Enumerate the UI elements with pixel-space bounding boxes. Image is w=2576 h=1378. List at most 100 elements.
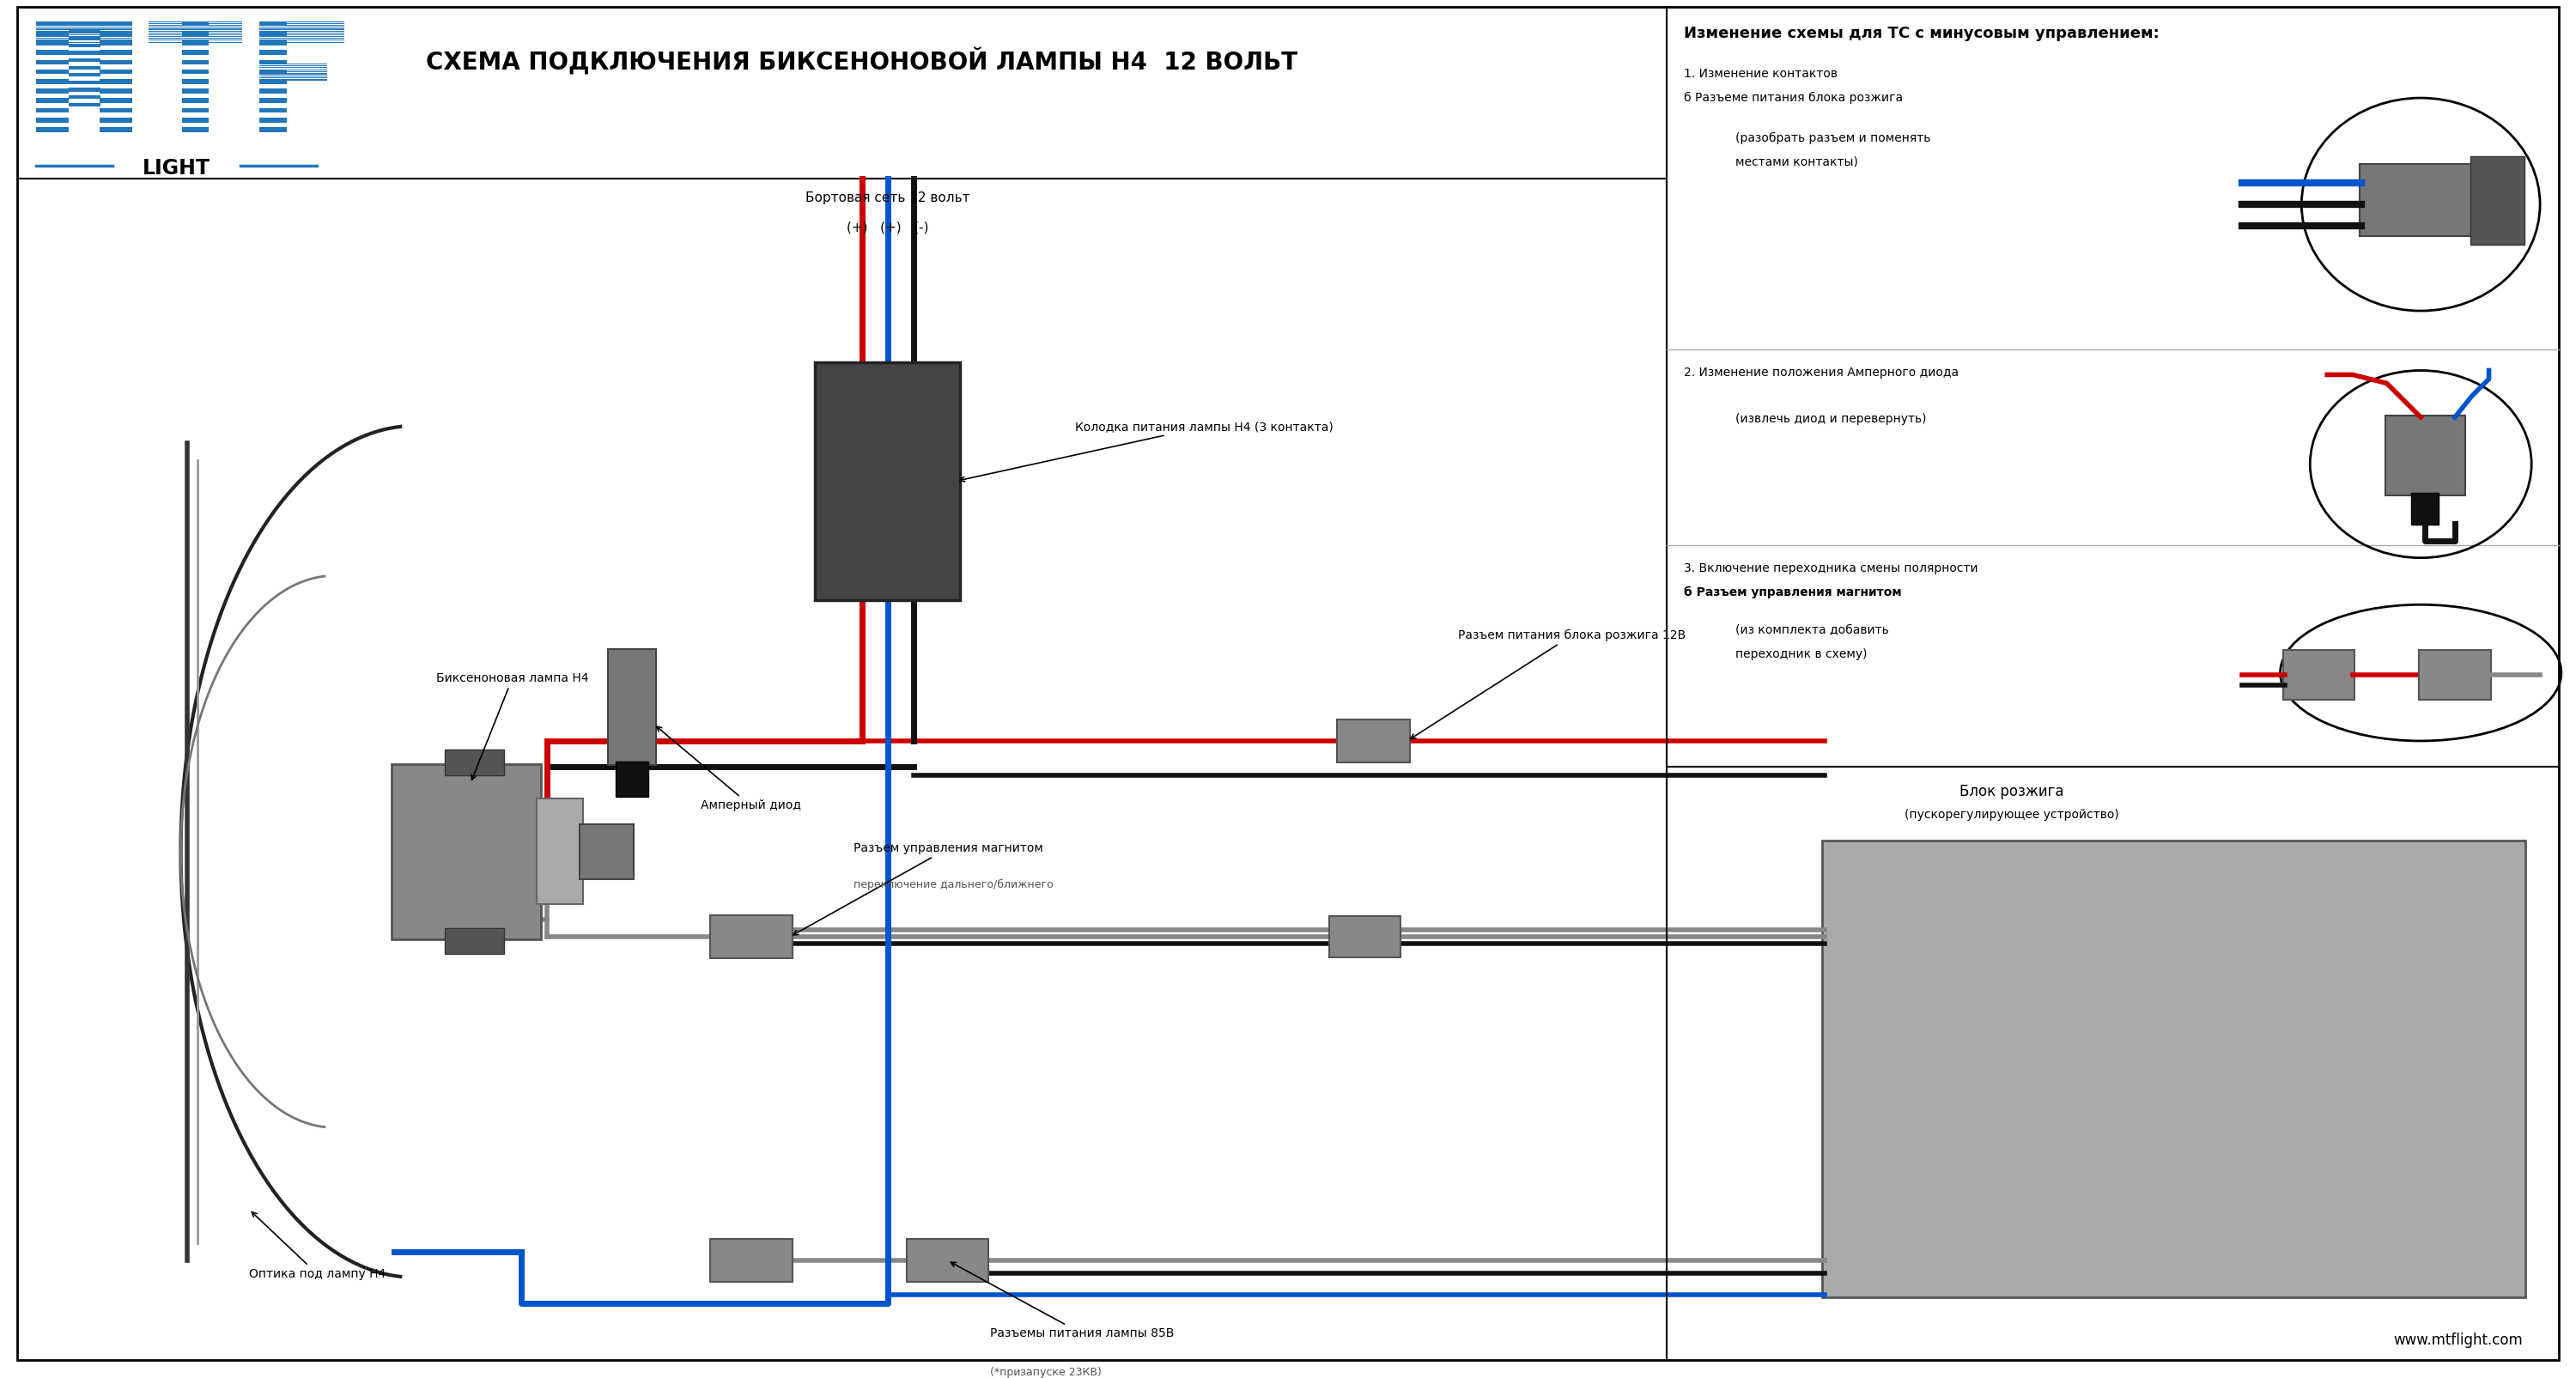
Text: 2. Изменение положения Амперного диода: 2. Изменение положения Амперного диода xyxy=(1685,367,1958,378)
Bar xyxy=(100,127,131,132)
Bar xyxy=(183,107,209,113)
Text: Изменение схемы для ТС с минусовым управлением:: Изменение схемы для ТС с минусовым управ… xyxy=(1685,26,2159,41)
FancyBboxPatch shape xyxy=(1821,841,2524,1297)
Bar xyxy=(70,73,100,77)
Text: (+)   (+)   (-): (+) (+) (-) xyxy=(848,222,930,234)
FancyBboxPatch shape xyxy=(2360,164,2473,236)
Text: б Разъеме питания блока розжига: б Разъеме питания блока розжига xyxy=(1685,92,1904,105)
FancyBboxPatch shape xyxy=(2385,416,2465,496)
Bar xyxy=(70,21,100,25)
Bar xyxy=(70,66,100,69)
Text: Разъем питания блока розжига 12В: Разъем питания блока розжига 12В xyxy=(1412,630,1687,739)
Bar xyxy=(100,117,131,123)
Bar xyxy=(100,79,131,84)
Bar xyxy=(260,40,286,45)
Bar xyxy=(100,98,131,103)
FancyBboxPatch shape xyxy=(580,824,634,879)
Bar xyxy=(36,117,70,123)
Bar xyxy=(100,21,131,26)
Text: (разобрать разъем и поменять: (разобрать разъем и поменять xyxy=(1736,132,1929,145)
Bar xyxy=(260,59,286,65)
Bar xyxy=(183,50,209,55)
Bar xyxy=(260,30,286,36)
Text: (пускорегулирующее устройство): (пускорегулирующее устройство) xyxy=(1904,809,2120,821)
Bar xyxy=(70,103,100,106)
Bar xyxy=(446,750,505,774)
Text: Оптика под лампу Н4: Оптика под лампу Н4 xyxy=(250,1213,386,1280)
FancyBboxPatch shape xyxy=(711,915,793,958)
Bar xyxy=(36,127,70,132)
Bar xyxy=(70,29,100,33)
Bar xyxy=(36,50,70,55)
Bar xyxy=(183,88,209,94)
Bar xyxy=(36,59,70,65)
Bar xyxy=(100,50,131,55)
Text: (извлечь диод и перевернуть): (извлечь диод и перевернуть) xyxy=(1736,413,1927,424)
Bar xyxy=(70,51,100,55)
Text: (из комплекта добавить: (из комплекта добавить xyxy=(1736,624,1888,637)
Text: Разъемы питания лампы 85В: Разъемы питания лампы 85В xyxy=(951,1262,1175,1339)
Bar xyxy=(183,79,209,84)
Bar xyxy=(36,79,70,84)
FancyBboxPatch shape xyxy=(711,1239,793,1282)
Bar xyxy=(183,69,209,74)
Text: Блок розжига: Блок розжига xyxy=(1960,784,2063,799)
Bar xyxy=(70,95,100,99)
Text: б Разъем управления магнитом: б Разъем управления магнитом xyxy=(1685,586,1901,598)
Text: LIGHT: LIGHT xyxy=(142,157,211,178)
Bar xyxy=(36,21,70,26)
FancyBboxPatch shape xyxy=(2419,650,2491,700)
Bar xyxy=(260,127,286,132)
Bar xyxy=(100,59,131,65)
Bar xyxy=(260,79,286,84)
FancyBboxPatch shape xyxy=(907,1239,989,1282)
Text: (*призапуске 23КВ): (*призапуске 23КВ) xyxy=(989,1367,1103,1378)
FancyBboxPatch shape xyxy=(2411,493,2439,525)
Text: Колодка питания лампы Н4 (3 контакта): Колодка питания лампы Н4 (3 контакта) xyxy=(961,420,1334,482)
Bar xyxy=(36,88,70,94)
FancyBboxPatch shape xyxy=(1329,916,1401,958)
Text: переходник в схему): переходник в схему) xyxy=(1736,648,1868,660)
Bar xyxy=(100,69,131,74)
FancyBboxPatch shape xyxy=(814,362,961,601)
Bar xyxy=(260,98,286,103)
FancyBboxPatch shape xyxy=(2470,156,2524,244)
FancyBboxPatch shape xyxy=(1337,719,1409,762)
Bar xyxy=(183,117,209,123)
Bar xyxy=(36,107,70,113)
Text: Биксеноновая лампа Н4: Биксеноновая лампа Н4 xyxy=(435,672,590,780)
Bar xyxy=(70,88,100,92)
Text: Амперный диод: Амперный диод xyxy=(657,726,801,812)
Bar xyxy=(446,929,505,954)
FancyBboxPatch shape xyxy=(2282,650,2354,700)
Bar xyxy=(70,58,100,62)
Bar xyxy=(36,30,70,36)
Text: Бортовая сеть 12 вольт: Бортовая сеть 12 вольт xyxy=(806,192,971,204)
Bar xyxy=(100,30,131,36)
Bar xyxy=(260,107,286,113)
Bar xyxy=(260,69,286,74)
Bar xyxy=(260,117,286,123)
Text: Разъем управления магнитом: Разъем управления магнитом xyxy=(793,842,1043,934)
FancyBboxPatch shape xyxy=(608,649,657,765)
Text: 1. Изменение контактов: 1. Изменение контактов xyxy=(1685,68,1837,80)
Bar xyxy=(260,50,286,55)
FancyBboxPatch shape xyxy=(536,799,582,904)
Text: 3. Включение переходника смены полярности: 3. Включение переходника смены полярност… xyxy=(1685,562,1978,575)
FancyBboxPatch shape xyxy=(392,763,541,940)
Bar xyxy=(36,40,70,45)
Bar xyxy=(36,69,70,74)
Bar xyxy=(70,80,100,84)
FancyBboxPatch shape xyxy=(616,761,649,796)
Bar xyxy=(183,40,209,45)
Text: местами контакты): местами контакты) xyxy=(1736,156,1857,168)
Bar xyxy=(70,44,100,47)
Bar xyxy=(100,88,131,94)
Bar xyxy=(70,36,100,40)
Bar xyxy=(260,88,286,94)
Bar xyxy=(183,59,209,65)
Text: www.mtflight.com: www.mtflight.com xyxy=(2393,1333,2522,1348)
Bar xyxy=(100,40,131,45)
Text: СХЕМА ПОДКЛЮЧЕНИЯ БИКСЕНОНОВОЙ ЛАМПЫ H4  12 ВОЛЬТ: СХЕМА ПОДКЛЮЧЕНИЯ БИКСЕНОНОВОЙ ЛАМПЫ H4 … xyxy=(425,47,1298,74)
Bar xyxy=(183,98,209,103)
